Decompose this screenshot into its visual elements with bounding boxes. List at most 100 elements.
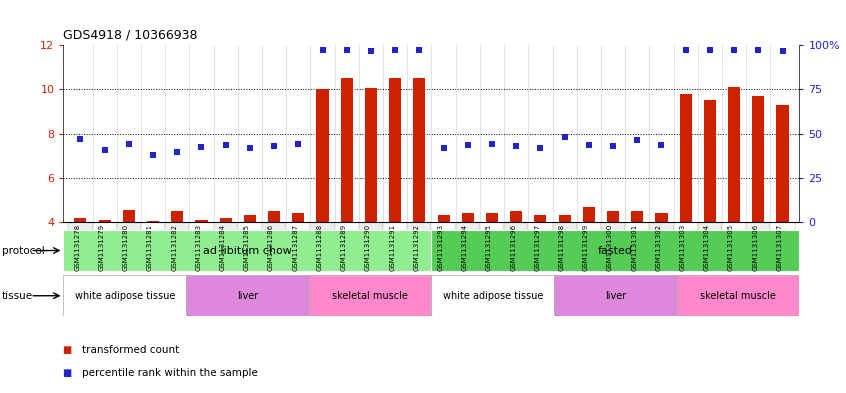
Bar [123,210,135,222]
Text: GSM1131296: GSM1131296 [510,224,516,271]
Point [534,145,547,151]
Text: protocol: protocol [2,246,45,255]
Text: white adipose tissue: white adipose tissue [74,291,175,301]
Bar [147,221,159,222]
Bar [98,220,111,222]
Point [74,136,87,142]
Bar [510,211,522,222]
Text: GSM1131292: GSM1131292 [414,224,420,271]
FancyBboxPatch shape [431,230,799,271]
Text: GSM1131278: GSM1131278 [74,224,80,271]
Text: GSM1131290: GSM1131290 [365,224,371,271]
Bar [414,78,426,222]
Text: GSM1131282: GSM1131282 [171,224,178,271]
Text: GSM1131305: GSM1131305 [728,224,734,271]
Point [486,140,499,147]
FancyBboxPatch shape [63,230,431,271]
FancyBboxPatch shape [554,275,677,316]
Bar [558,215,571,222]
Bar [389,78,401,222]
Bar [486,213,498,222]
Point [98,147,112,153]
Point [171,149,184,156]
Text: skeletal muscle: skeletal muscle [700,291,776,301]
Text: GSM1131301: GSM1131301 [631,224,637,271]
Point [703,46,717,53]
Text: GSM1131294: GSM1131294 [462,224,468,271]
Text: percentile rank within the sample: percentile rank within the sample [82,368,258,378]
Bar [195,220,207,222]
Bar [292,213,305,222]
Bar [365,88,377,222]
Bar [462,213,474,222]
Point [388,46,402,53]
FancyBboxPatch shape [309,275,431,316]
FancyBboxPatch shape [677,275,799,316]
Point [678,46,692,53]
Point [267,143,281,149]
Bar [728,87,740,222]
Text: ■: ■ [63,368,76,378]
Text: ad libitum chow: ad libitum chow [203,246,292,255]
Bar [679,94,692,222]
Bar [220,218,232,222]
Text: ■: ■ [63,345,76,355]
Text: GSM1131299: GSM1131299 [583,224,589,271]
Bar [535,215,547,222]
Point [316,46,329,53]
Text: GSM1131297: GSM1131297 [535,224,541,271]
Bar [752,96,765,222]
Text: GSM1131279: GSM1131279 [99,224,105,271]
Point [364,48,377,54]
Text: GSM1131291: GSM1131291 [389,224,395,271]
Bar [244,215,256,222]
Text: liver: liver [237,291,258,301]
Text: transformed count: transformed count [82,345,179,355]
Point [413,46,426,53]
Point [292,140,305,147]
Bar [316,90,328,222]
Bar [74,218,86,222]
Text: skeletal muscle: skeletal muscle [332,291,408,301]
Text: GSM1131295: GSM1131295 [486,224,492,271]
Text: GSM1131298: GSM1131298 [558,224,564,271]
Bar [631,211,643,222]
Bar [583,207,595,222]
Point [728,46,741,53]
Point [195,144,208,150]
Text: GSM1131289: GSM1131289 [341,224,347,271]
Text: GSM1131283: GSM1131283 [195,224,201,271]
Point [437,145,450,151]
Text: liver: liver [605,291,626,301]
Bar [656,213,667,222]
Text: GSM1131306: GSM1131306 [752,224,758,271]
Bar [268,211,280,222]
Text: GSM1131287: GSM1131287 [293,224,299,271]
Text: GSM1131281: GSM1131281 [147,224,153,271]
Point [146,152,160,158]
Text: GSM1131286: GSM1131286 [268,224,274,271]
Text: GSM1131280: GSM1131280 [123,224,129,271]
Point [558,134,571,140]
Text: GSM1131284: GSM1131284 [220,224,226,271]
Point [461,141,475,148]
FancyBboxPatch shape [186,275,309,316]
Text: white adipose tissue: white adipose tissue [442,291,543,301]
FancyBboxPatch shape [63,275,186,316]
Text: GDS4918 / 10366938: GDS4918 / 10366938 [63,28,198,41]
Point [243,145,256,151]
Point [776,48,789,54]
Point [630,137,644,143]
Text: tissue: tissue [2,291,33,301]
Text: GSM1131303: GSM1131303 [679,224,685,271]
Point [219,141,233,148]
Text: GSM1131302: GSM1131302 [656,224,662,271]
Bar [437,215,449,222]
Bar [607,211,619,222]
Text: fasted: fasted [598,246,633,255]
Bar [777,105,788,222]
Point [340,46,354,53]
Text: GSM1131285: GSM1131285 [244,224,250,271]
Point [122,140,135,147]
Text: GSM1131288: GSM1131288 [316,224,322,271]
